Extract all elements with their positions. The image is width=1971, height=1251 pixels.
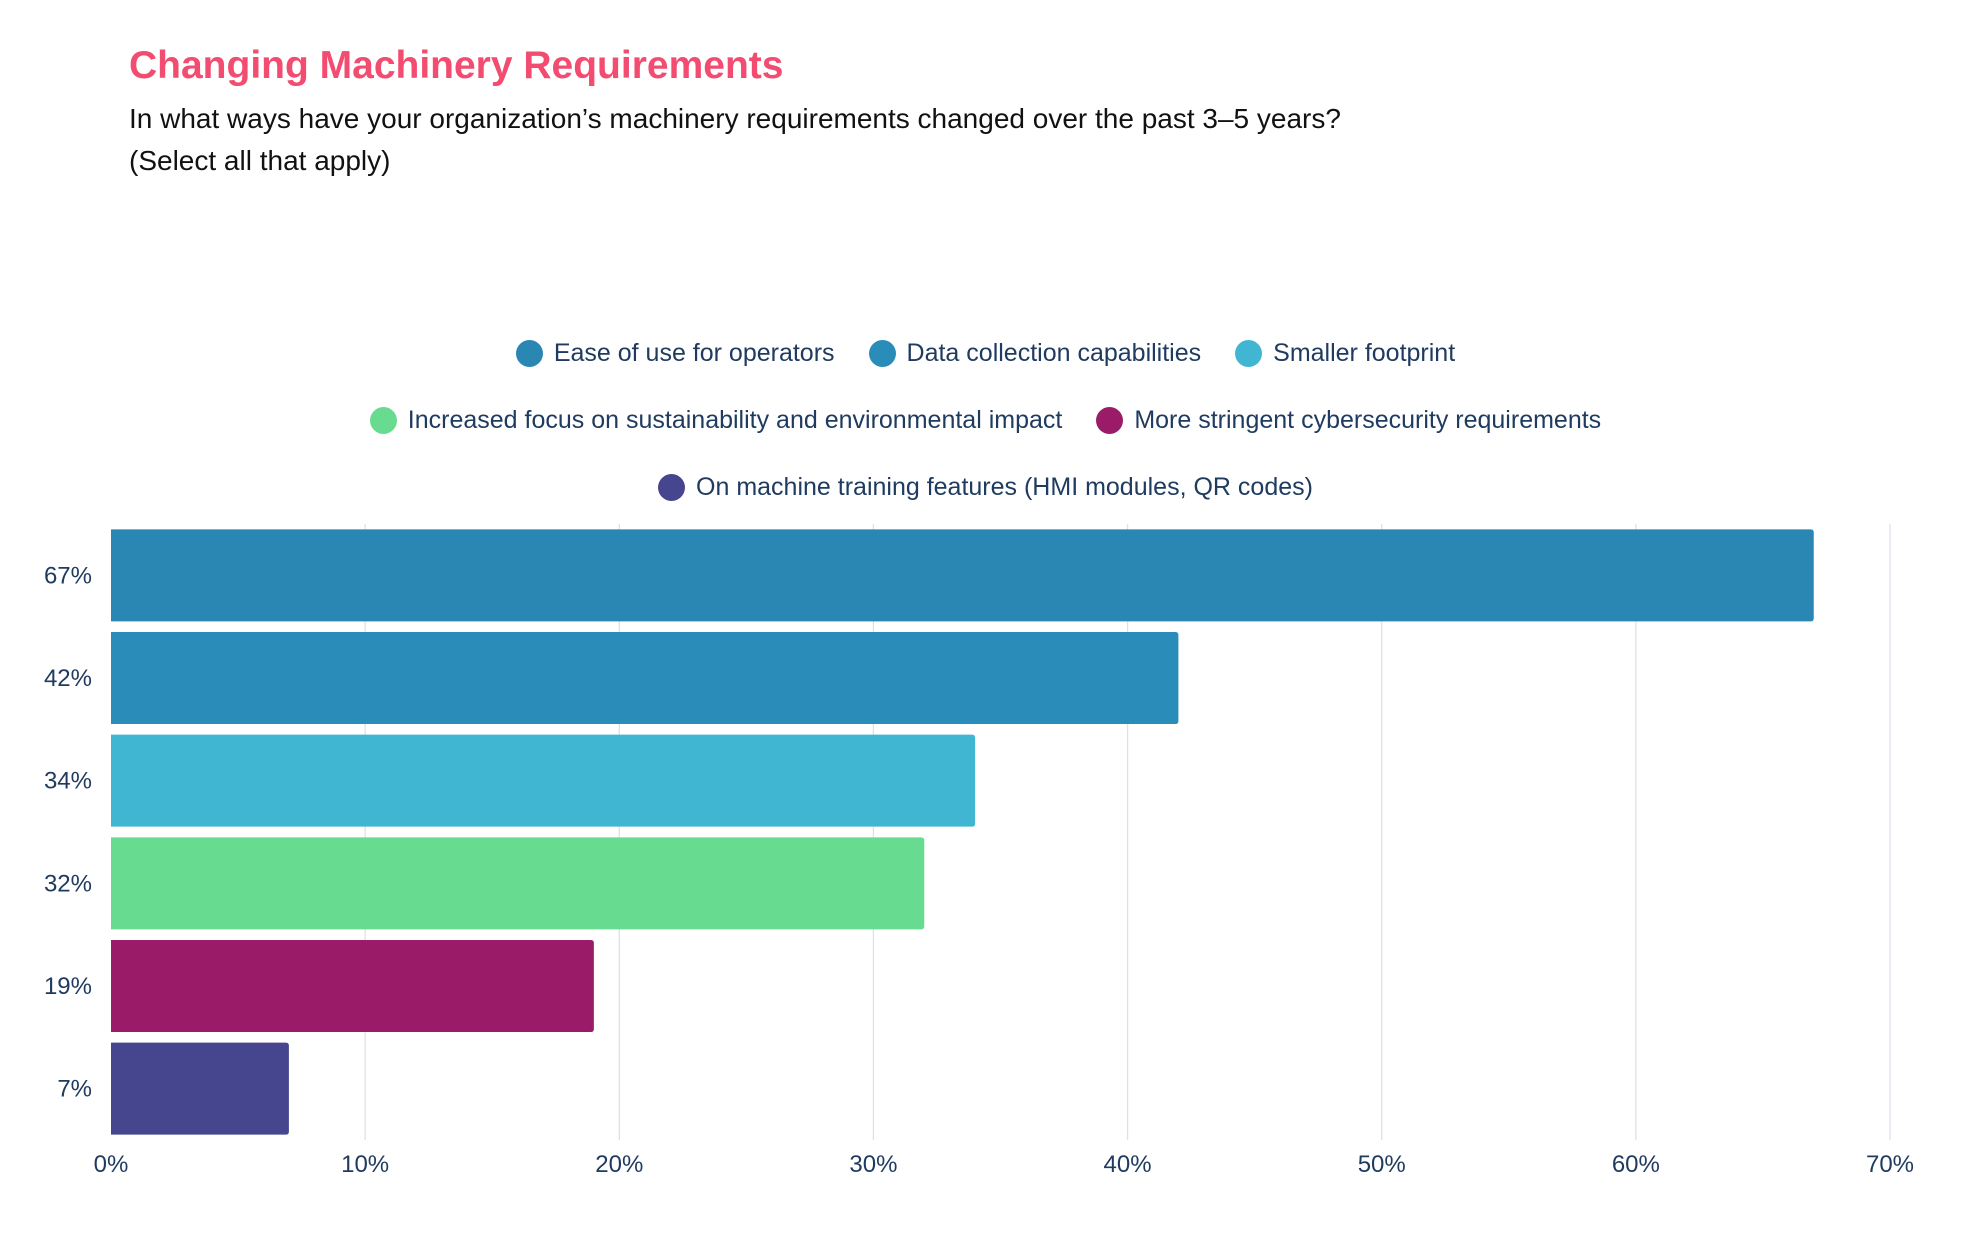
y-tick-label: 67% bbox=[44, 562, 92, 589]
legend-dot-icon bbox=[658, 474, 686, 501]
y-tick-label: 34% bbox=[44, 768, 92, 795]
legend-label: Smaller footprint bbox=[1273, 339, 1456, 367]
x-tick-label: 0% bbox=[94, 1151, 129, 1178]
legend-row: On machine training features (HMI module… bbox=[0, 454, 1971, 521]
bar bbox=[111, 529, 1814, 622]
legend-label: More stringent cybersecurity requirement… bbox=[1134, 406, 1602, 434]
x-tick-label: 10% bbox=[341, 1151, 389, 1178]
legend-dot-icon bbox=[515, 340, 543, 367]
x-tick-label: 60% bbox=[1612, 1151, 1660, 1178]
legend-item[interactable]: Data collection capabilities bbox=[868, 339, 1202, 368]
y-tick-label: 42% bbox=[44, 665, 92, 692]
y-tick-label: 32% bbox=[44, 870, 92, 897]
legend-item[interactable]: Increased focus on sustainability and en… bbox=[369, 406, 1063, 435]
legend-row: Increased focus on sustainability and en… bbox=[0, 387, 1971, 454]
legend-item[interactable]: On machine training features (HMI module… bbox=[658, 473, 1313, 502]
chart-subtitle-line-2: (Select all that apply) bbox=[129, 145, 391, 176]
bar bbox=[111, 940, 594, 1032]
bar bbox=[111, 632, 1179, 724]
legend-label: Increased focus on sustainability and en… bbox=[407, 406, 1063, 434]
x-tick-label: 70% bbox=[1866, 1151, 1914, 1178]
legend-label: Data collection capabilities bbox=[906, 339, 1202, 367]
legend-dot-icon bbox=[868, 340, 896, 367]
legend-dot-icon bbox=[1096, 407, 1124, 434]
legend-row: Ease of use for operators Data collection… bbox=[0, 320, 1971, 387]
bar bbox=[111, 1042, 289, 1135]
x-tick-label: 50% bbox=[1358, 1151, 1406, 1178]
bar bbox=[111, 734, 976, 827]
legend-item[interactable]: More stringent cybersecurity requirement… bbox=[1096, 406, 1601, 435]
legend-label: Ease of use for operators bbox=[553, 339, 835, 367]
legend-item[interactable]: Smaller footprint bbox=[1235, 339, 1455, 368]
bar bbox=[111, 837, 925, 930]
x-tick-label: 20% bbox=[595, 1151, 643, 1178]
legend: Ease of use for operators Data collection… bbox=[0, 320, 1971, 521]
x-tick-label: 30% bbox=[849, 1151, 897, 1178]
y-tick-label: 7% bbox=[57, 1076, 92, 1103]
legend-label: On machine training features (HMI module… bbox=[696, 473, 1313, 501]
chart-subtitle-line-1: In what ways have your organization’s ma… bbox=[129, 103, 1341, 134]
x-tick-label: 40% bbox=[1104, 1151, 1152, 1178]
chart-title: Changing Machinery Requirements bbox=[129, 44, 784, 87]
y-tick-label: 19% bbox=[44, 973, 92, 1000]
legend-item[interactable]: Ease of use for operators bbox=[515, 339, 835, 368]
legend-dot-icon bbox=[1235, 340, 1263, 367]
legend-dot-icon bbox=[369, 407, 397, 434]
